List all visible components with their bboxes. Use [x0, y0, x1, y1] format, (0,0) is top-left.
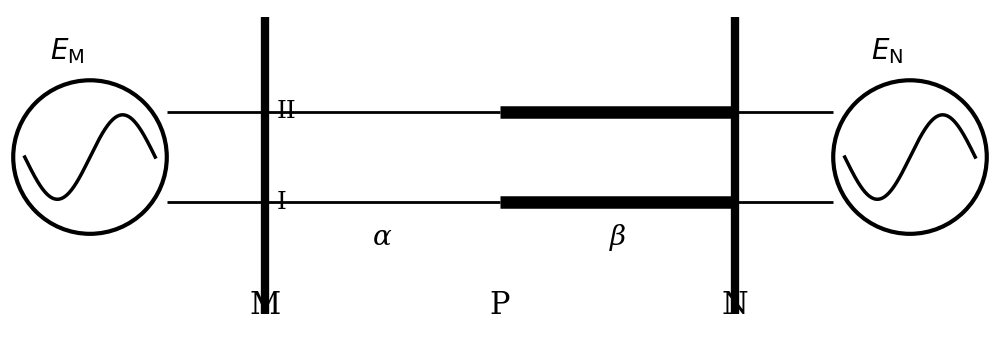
- Text: N: N: [722, 290, 748, 321]
- Text: $E_{\mathrm{N}}$: $E_{\mathrm{N}}$: [871, 37, 903, 66]
- Text: II: II: [277, 100, 297, 123]
- Text: α: α: [373, 224, 392, 251]
- Text: I: I: [277, 191, 287, 214]
- Text: β: β: [609, 224, 626, 251]
- Text: M: M: [249, 290, 281, 321]
- Text: P: P: [490, 290, 510, 321]
- Text: $E_{\mathrm{M}}$: $E_{\mathrm{M}}$: [50, 37, 84, 66]
